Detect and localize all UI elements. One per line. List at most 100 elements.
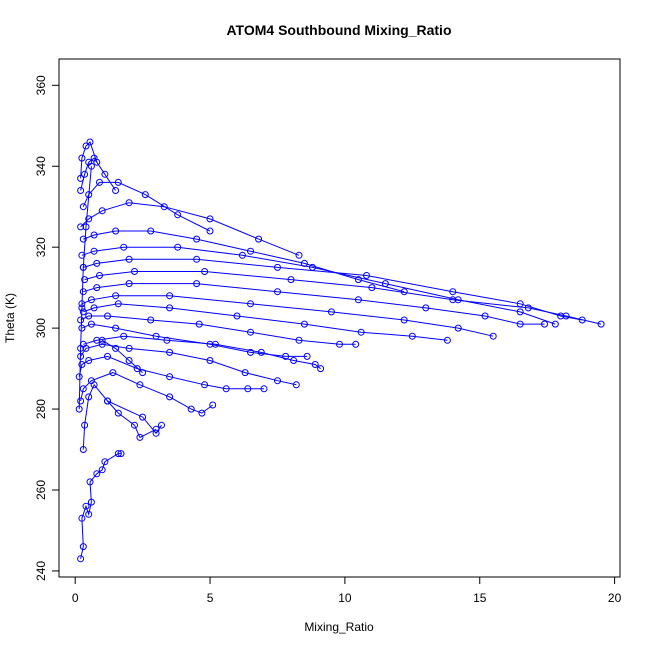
data-point <box>139 413 147 421</box>
data-point <box>85 312 93 320</box>
data-point <box>597 320 605 328</box>
data-point <box>114 300 122 308</box>
data-point <box>282 352 290 360</box>
data-point <box>86 138 94 146</box>
data-point <box>187 405 195 413</box>
data-point <box>166 292 174 300</box>
data-point <box>516 320 524 328</box>
y-tick-label: 320 <box>34 237 48 257</box>
data-point <box>147 316 155 324</box>
data-point <box>274 377 281 385</box>
series-3 <box>77 369 217 417</box>
data-point <box>131 268 138 275</box>
data-point <box>160 203 168 211</box>
data-point <box>195 320 203 328</box>
x-axis-label: Mixing_Ratio <box>304 620 374 634</box>
data-point <box>75 373 83 381</box>
data-point <box>112 187 120 194</box>
data-point <box>449 288 457 296</box>
data-point <box>233 312 241 320</box>
series-line <box>80 141 98 179</box>
series-22 <box>98 336 147 377</box>
series-1 <box>77 450 125 563</box>
data-point <box>222 385 230 393</box>
data-point <box>247 300 254 308</box>
data-point <box>287 276 295 284</box>
series-line <box>78 355 264 390</box>
data-point <box>311 361 319 368</box>
data-point <box>247 328 254 336</box>
data-point <box>78 251 86 259</box>
data-point <box>290 357 298 364</box>
data-point <box>85 393 93 401</box>
data-point <box>85 357 93 364</box>
data-point <box>79 385 87 393</box>
data-point <box>274 288 281 296</box>
data-point <box>174 211 182 219</box>
data-point <box>257 348 265 356</box>
series-21 <box>104 397 160 441</box>
data-point <box>93 284 101 292</box>
data-point <box>354 276 362 284</box>
data-point <box>557 312 565 320</box>
data-point <box>87 377 95 385</box>
data-point <box>336 340 343 348</box>
series-11 <box>79 280 548 328</box>
data-point <box>112 344 120 352</box>
data-point <box>295 336 303 344</box>
data-point <box>136 381 144 389</box>
data-point <box>79 235 87 243</box>
data-point <box>104 312 111 320</box>
data-point <box>303 352 311 360</box>
data-point <box>77 316 85 324</box>
data-point <box>524 304 532 312</box>
data-point <box>166 348 174 356</box>
data-point <box>77 223 85 231</box>
data-point <box>82 223 90 231</box>
data-point <box>112 227 120 235</box>
x-tick-label: 5 <box>207 591 214 605</box>
data-point <box>78 514 86 522</box>
data-point <box>125 280 133 288</box>
data-point <box>125 357 133 364</box>
series-7 <box>78 320 311 360</box>
data-point <box>85 215 93 223</box>
data-point <box>77 555 85 563</box>
data-point <box>443 336 451 344</box>
data-point <box>87 296 95 304</box>
series-line <box>80 315 356 345</box>
data-point <box>309 263 316 271</box>
series-line <box>83 335 321 369</box>
y-tick-label: 300 <box>34 318 48 338</box>
series-8 <box>77 312 360 348</box>
y-tick-label: 360 <box>34 75 48 95</box>
data-point <box>86 478 94 486</box>
series-line <box>80 453 121 559</box>
data-point <box>90 247 98 255</box>
series-10 <box>78 292 497 340</box>
data-point <box>152 332 160 340</box>
series-line <box>80 372 213 414</box>
data-point <box>81 421 89 429</box>
data-point <box>300 320 308 328</box>
data-point <box>551 320 559 328</box>
data-point <box>454 324 462 332</box>
data-point <box>193 255 201 263</box>
series-line <box>80 343 297 386</box>
series-line <box>83 230 405 293</box>
data-point <box>408 332 416 340</box>
data-point <box>77 344 85 352</box>
data-point <box>78 154 86 162</box>
data-point <box>516 308 524 316</box>
data-point <box>163 336 171 344</box>
series-line <box>81 246 556 325</box>
data-point <box>139 369 147 377</box>
data-point <box>98 340 106 348</box>
data-point <box>578 316 586 324</box>
data-point <box>90 231 98 239</box>
data-point <box>247 247 254 255</box>
data-point <box>368 284 376 292</box>
series-16 <box>77 199 303 259</box>
y-tick-label: 260 <box>34 480 48 500</box>
